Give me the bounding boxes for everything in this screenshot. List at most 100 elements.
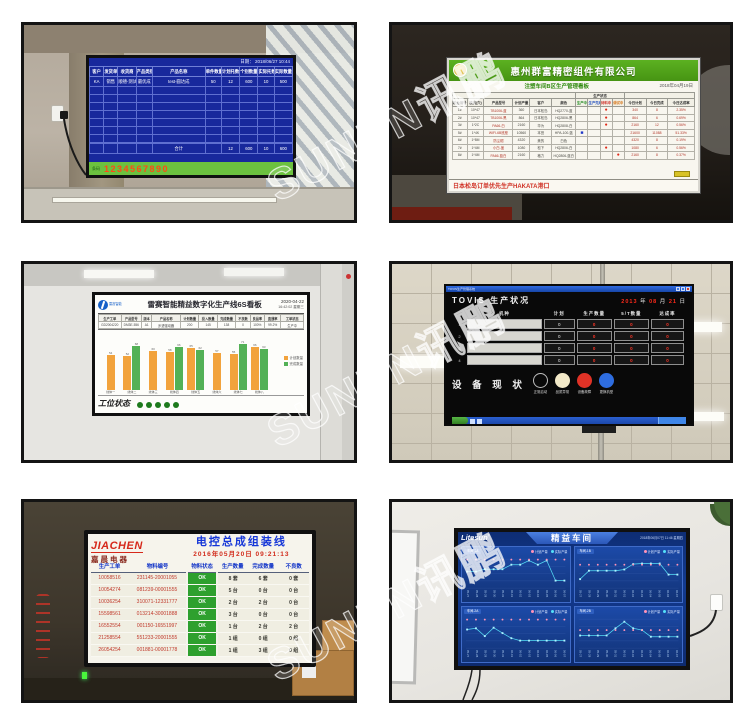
column-header: 5/T数量: [621, 310, 642, 316]
x-tick-label: 06-04: [536, 589, 541, 597]
screen4-table: 机种 计划 生产数量 5/T数量 达成率 1 0 0 0 0 2 0 0 0 0 3 0 0 0 0 4 0 0 0 0: [452, 308, 686, 367]
table-cell: [599, 151, 613, 160]
x-tick-label: 05-30: [492, 589, 497, 597]
table-cell: 1#: [452, 106, 468, 115]
windows-taskbar[interactable]: [452, 417, 686, 424]
table-cell: 0: [613, 319, 649, 329]
table-cell: [467, 331, 542, 341]
table-cell: 51.33%: [667, 128, 695, 137]
table-cell: 7B1006-蓝: [483, 106, 514, 115]
date-month-unit: 月: [659, 299, 667, 305]
start-button[interactable]: [452, 417, 468, 424]
close-button-icon[interactable]: [686, 287, 690, 291]
x-tick-label: 05-31: [613, 650, 618, 658]
x-tick-label: 06-03: [527, 589, 532, 597]
table-cell: OK: [185, 584, 219, 597]
line-chart-svg: [578, 558, 678, 588]
empty-table-row: [88, 94, 294, 103]
table-cell: 8: [645, 151, 669, 160]
line-chart-panel-2: 车间-1B 计划产量 实际产量 05-27 05-28 05-29 05-30 05-3…: [573, 545, 683, 603]
table-cell: 0: [650, 355, 684, 365]
table-cell: [611, 113, 625, 122]
table-cell: 0: [613, 355, 649, 365]
table-cell: 15598561: [91, 608, 129, 621]
table-cell: 2160: [512, 151, 531, 160]
litesun-logo: Litesun®: [461, 532, 490, 542]
bar: [212, 352, 221, 390]
table-cell: 1 组: [217, 644, 248, 657]
screen5-board: JIACHEN 嘉晨电器 电控总成组装线 2016年05月20日 09:21:1…: [88, 534, 312, 663]
x-tick-label: 06-06: [553, 589, 558, 597]
x-tick-label: 05-31: [501, 650, 506, 658]
system-tray[interactable]: [658, 417, 686, 424]
table-cell: 生产中: [280, 321, 304, 329]
bar-group: 54 线体一: [106, 350, 116, 394]
x-tick-label: 06-03: [527, 650, 532, 658]
jiachen-logo: JIACHEN: [91, 540, 143, 553]
table-cell: WIFI-6B底座: [483, 128, 514, 137]
x-tick-label: 06-04: [648, 650, 653, 658]
table-cell: 6 套: [247, 572, 279, 585]
table-cell: 4320: [623, 136, 647, 145]
table-cell: 10058516: [91, 572, 129, 585]
table-cell: ●: [599, 106, 613, 115]
table-cell: 0 台: [247, 608, 279, 621]
column-header: 产品型号: [120, 314, 143, 322]
minimize-button-icon[interactable]: [676, 287, 680, 291]
table-cell: [587, 113, 601, 122]
table-cell: 销售: [103, 76, 119, 87]
wall-frame: [342, 264, 354, 460]
board-title: 精益车间: [550, 533, 593, 543]
column-header: 计划: [553, 310, 565, 316]
table-cell: 8: [645, 106, 669, 115]
column-header: [454, 310, 465, 317]
column-header: 产品名称: [151, 66, 206, 77]
line-chart: [464, 555, 568, 590]
table-cell: 6: [645, 113, 669, 122]
maximize-button-icon[interactable]: [681, 287, 685, 291]
registered-mark: ®: [487, 533, 490, 538]
table-cell: [587, 151, 601, 160]
x-tick-label: 06-05: [657, 650, 662, 658]
x-tick-label: 05-27: [578, 589, 583, 597]
column-header: 版本: [141, 314, 153, 322]
table-cell: 本田: [529, 128, 553, 137]
column-header: 不良数: [278, 561, 309, 573]
equipment-status-row: 设 备 现 状 正常启动 品质异常 设备故障: [452, 373, 686, 394]
chart-title: 车间-2B: [576, 608, 594, 614]
table-cell: 白色: [551, 136, 577, 145]
table-cell: [611, 128, 625, 137]
line-chart-svg: [466, 558, 566, 588]
screen6-dashboard: Litesun® 精益车间 2018年06月07日 11:46 星期四 车间-1…: [458, 532, 686, 666]
x-tick-label: 06-06: [666, 589, 671, 597]
table-cell: 1080: [623, 143, 647, 152]
legend-done: 完成数量: [284, 361, 303, 366]
x-tick-label: 05-31: [501, 589, 506, 597]
table-cell: 340: [623, 106, 647, 115]
table-row: 3# 1*2C PA66-白 2160 华为 HQ2808-白 ● 2160 12 0.56%: [452, 121, 695, 130]
column-header: 个别数量: [239, 66, 259, 77]
table-row: 合计 12 600 10 600: [88, 143, 294, 154]
board-title: TOVIS 生产状况: [452, 296, 531, 305]
legend-plan: 计划产量: [531, 549, 548, 554]
taskbar-icon[interactable]: [477, 418, 482, 424]
table-cell: 日本松岛: [529, 113, 553, 122]
column-header: 实际托数: [257, 66, 275, 77]
company-logo-icon: [453, 63, 467, 77]
line-chart: [577, 615, 681, 650]
board-datetime: 2020-04-22 16:42:02 星期三: [278, 299, 304, 310]
column-header: 发货单: [103, 66, 119, 77]
legend-plan-label: 计划数量: [289, 356, 303, 361]
table-cell: 1*4M: [466, 143, 485, 152]
x-tick-label: 06-02: [518, 589, 523, 597]
table-cell: 12: [220, 143, 241, 154]
bar: [196, 349, 205, 390]
taskbar-icon[interactable]: [470, 418, 475, 424]
screen1-total-row: 合计 12 600 10 600: [88, 143, 294, 154]
bar-group: 58 66 线体四: [164, 334, 185, 394]
table-cell: [204, 143, 222, 154]
bar: [149, 351, 158, 390]
table-cell: 0 台: [278, 608, 309, 621]
table-cell: [575, 113, 589, 122]
